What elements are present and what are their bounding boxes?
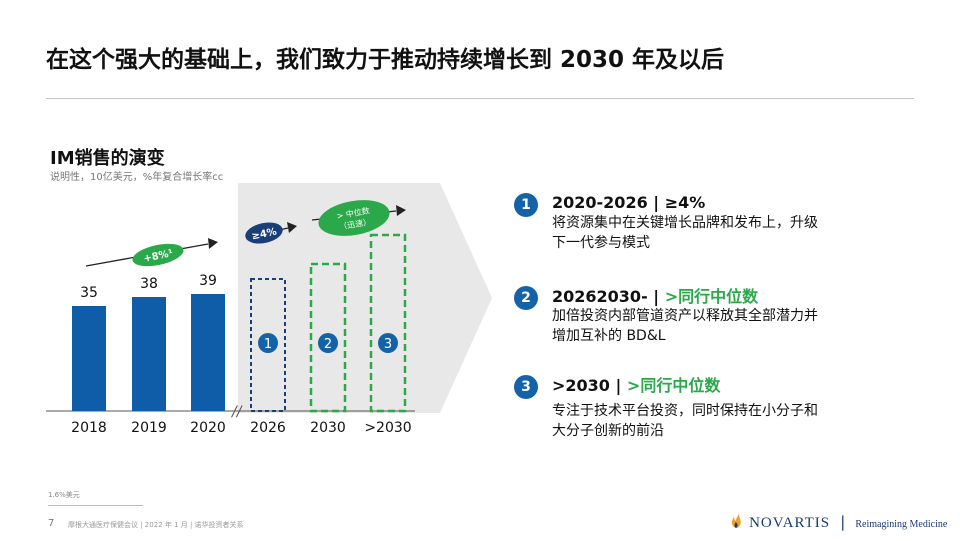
point-heading-highlight-3: >同行中位数: [626, 376, 721, 395]
projection-marker-2: [318, 333, 338, 353]
bar-2018: [72, 306, 106, 411]
point-heading-highlight-2: >同行中位数: [664, 287, 759, 306]
trend-arrowhead-3: [396, 205, 406, 216]
point-body-2: 加倍投资内部管道资产以释放其全部潜力并增加互补的 BD&L: [552, 308, 818, 344]
projection-marker-1: [258, 333, 278, 353]
trend-arrowhead-1: [208, 238, 218, 249]
point-heading-text-2: 20262030- |: [552, 287, 665, 306]
point-heading-text-1: 2020-2026 | ≥4%: [552, 193, 706, 212]
event-caption: 摩根大通医疗保健会议 | 2022 年 1 月 | 诺华投资者关系: [68, 521, 244, 529]
projection-bar->2030: [369, 233, 407, 413]
chart-subtitle: 说明性，10亿美元，%年复合增长率cc: [50, 172, 224, 183]
x-tick-label-2030: 2030: [310, 420, 346, 436]
x-tick-label->2030: >2030: [364, 420, 411, 436]
point-number-3: 3: [514, 375, 538, 399]
point-body-1: 将资源集中在关键增长品牌和发布上，升级下一代参与模式: [552, 215, 818, 251]
point-heading-2: 20262030- | >同行中位数: [552, 283, 758, 307]
chart-title: IM销售的演变: [50, 148, 165, 169]
growth-tag-1: +8%¹: [132, 243, 184, 267]
footnote: 1.6%美元: [48, 491, 80, 499]
x-tick-label-2026: 2026: [250, 420, 286, 436]
slide-title: 在这个强大的基础上，我们致力于推动持续增长到 2030 年及以后: [46, 47, 725, 73]
x-tick-label-2019: 2019: [131, 420, 167, 436]
logo-wordmark: NOVARTIS: [749, 515, 831, 531]
x-tick-label-2020: 2020: [190, 420, 226, 436]
growth-tag-3: > 中位数（迅速）: [318, 200, 390, 236]
growth-tag-label-2: ≥4%: [251, 226, 278, 242]
point-heading-text-3: >2030 |: [552, 376, 627, 395]
logo-tagline: Reimagining Medicine: [855, 519, 948, 530]
projection-marker-label-2: 2: [324, 337, 332, 352]
logo-separator: |: [840, 513, 846, 531]
novartis-logo: NOVARTIS | Reimagining Medicine: [728, 512, 947, 532]
projection-marker-label-1: 1: [264, 337, 272, 352]
x-tick-label-2018: 2018: [71, 420, 107, 436]
title-divider: [46, 98, 914, 99]
bar-2020: [191, 294, 225, 411]
point-body-3: 专注于技术平台投资，同时保持在小分子和大分子创新的前沿: [552, 403, 818, 439]
trend-arrowhead-2: [287, 222, 297, 233]
point-number-1: 1: [514, 193, 538, 217]
bar-value-label-2018: 35: [80, 285, 98, 301]
point-number-2: 2: [514, 286, 538, 310]
projection-marker-3: [378, 333, 398, 353]
page-number: 7: [48, 518, 55, 529]
bar-2019: [132, 297, 166, 411]
projection-marker-label-3: 3: [384, 337, 392, 352]
axis-break-icon: //: [230, 404, 243, 420]
bar-value-label-2020: 39: [199, 273, 217, 289]
bar-value-label-2019: 38: [140, 276, 158, 292]
point-heading-3: >2030 | >同行中位数: [552, 372, 720, 396]
projection-bar-2026: [250, 278, 286, 412]
point-heading-1: 2020-2026 | ≥4%: [552, 193, 705, 212]
projection-bar-2030: [309, 262, 347, 413]
footnote-divider: [48, 505, 143, 506]
flame-icon: [731, 514, 741, 528]
growth-tag-2: ≥4%: [245, 222, 283, 244]
